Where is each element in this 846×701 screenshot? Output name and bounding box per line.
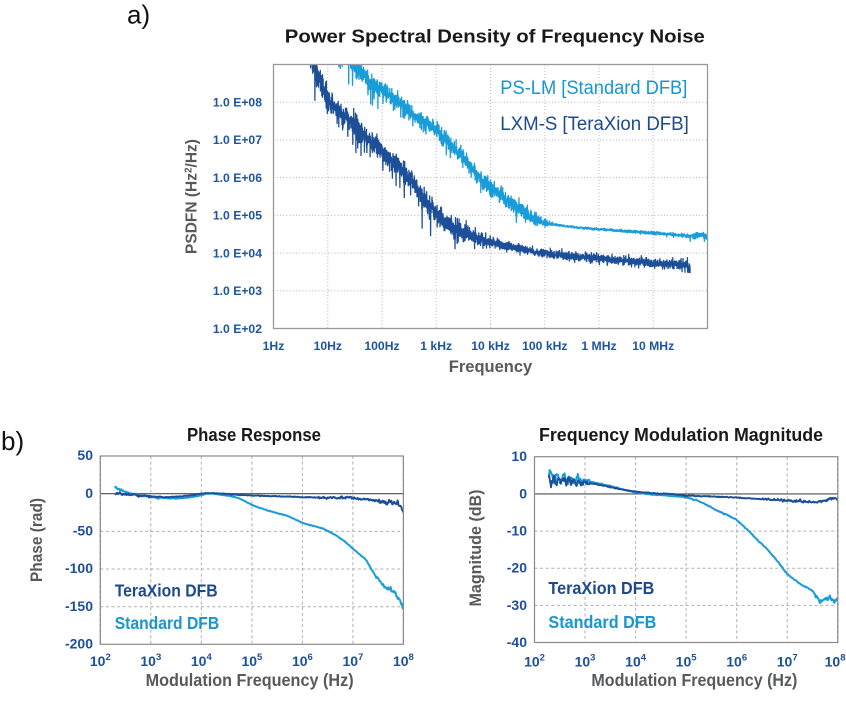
svg-text:10 MHz: 10 MHz xyxy=(632,339,674,353)
svg-text:Standard DFB: Standard DFB xyxy=(115,613,220,633)
svg-text:1Hz: 1Hz xyxy=(263,339,285,353)
svg-text:1.0 E+05: 1.0 E+05 xyxy=(213,209,262,223)
svg-text:100Hz: 100Hz xyxy=(364,339,399,353)
svg-text:-100: -100 xyxy=(65,560,93,576)
svg-text:-40: -40 xyxy=(507,634,527,650)
svg-text:-20: -20 xyxy=(507,560,527,576)
svg-text:-30: -30 xyxy=(507,597,527,613)
svg-text:-150: -150 xyxy=(65,598,93,614)
svg-text:10: 10 xyxy=(511,448,527,464)
svg-text:-50: -50 xyxy=(73,523,93,539)
svg-text:1.0 E+02: 1.0 E+02 xyxy=(213,322,262,336)
svg-text:1.0 E+08: 1.0 E+08 xyxy=(213,96,262,110)
svg-text:PSDFN (Hz2/Hz): PSDFN (Hz2/Hz) xyxy=(184,139,201,254)
svg-text:a): a) xyxy=(127,0,150,30)
svg-text:1.0 E+06: 1.0 E+06 xyxy=(213,171,262,185)
svg-text:-200: -200 xyxy=(65,636,93,652)
svg-text:b): b) xyxy=(1,426,24,456)
svg-text:Magnitude (dB): Magnitude (dB) xyxy=(466,490,485,607)
svg-text:10Hz: 10Hz xyxy=(314,339,342,353)
svg-text:0: 0 xyxy=(519,485,527,501)
svg-text:Frequency Modulation Magnitude: Frequency Modulation Magnitude xyxy=(539,424,823,445)
svg-text:PS-LM [Standard DFB]: PS-LM [Standard DFB] xyxy=(500,78,687,99)
svg-text:Power Spectral Density of Freq: Power Spectral Density of Frequency Nois… xyxy=(285,26,705,47)
svg-text:Modulation Frequency (Hz): Modulation Frequency (Hz) xyxy=(146,670,354,690)
svg-text:Modulation Frequency (Hz): Modulation Frequency (Hz) xyxy=(591,670,797,690)
svg-text:-10: -10 xyxy=(507,523,527,539)
svg-text:Phase Response: Phase Response xyxy=(187,424,321,445)
svg-text:LXM-S [TeraXion DFB]: LXM-S [TeraXion DFB] xyxy=(500,114,689,135)
svg-text:100 kHz: 100 kHz xyxy=(522,339,567,353)
svg-text:1 MHz: 1 MHz xyxy=(581,339,616,353)
svg-text:Standard DFB: Standard DFB xyxy=(548,612,656,632)
svg-text:TeraXion DFB: TeraXion DFB xyxy=(548,578,654,598)
svg-text:1 kHz: 1 kHz xyxy=(420,339,452,353)
svg-text:1.0 E+04: 1.0 E+04 xyxy=(213,246,262,260)
svg-text:Frequency: Frequency xyxy=(449,358,533,376)
svg-text:50: 50 xyxy=(77,447,93,463)
svg-text:TeraXion DFB: TeraXion DFB xyxy=(115,580,218,600)
svg-text:1.0 E+03: 1.0 E+03 xyxy=(213,284,262,298)
svg-text:10 kHz: 10 kHz xyxy=(471,339,510,353)
svg-text:Phase (rad): Phase (rad) xyxy=(27,498,46,582)
svg-text:1.0 E+07: 1.0 E+07 xyxy=(213,133,262,147)
svg-text:0: 0 xyxy=(85,485,93,501)
